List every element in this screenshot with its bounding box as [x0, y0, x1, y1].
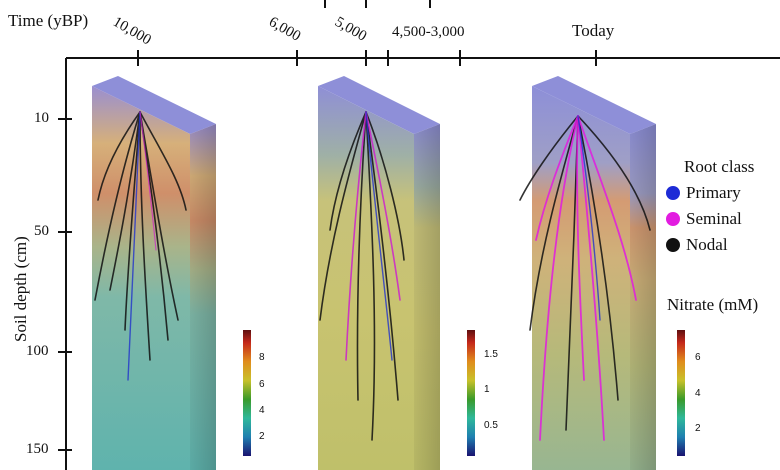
cbar1-tick-1: 6 — [259, 379, 265, 390]
cbar2-tick-1: 1 — [484, 384, 490, 395]
root-system-today — [519, 115, 651, 441]
cbar3-tick-1: 4 — [695, 388, 701, 399]
root-class-legend: Root class Primary Seminal Nodal — [666, 158, 754, 255]
legend-item-nodal: Nodal — [666, 235, 754, 255]
nitrate-colorbar-3 — [677, 330, 685, 456]
legend-marker-nodal — [666, 238, 680, 252]
legend-marker-seminal — [666, 212, 680, 226]
root-system-10000 — [94, 111, 187, 381]
depth-tick-label-3: 150 — [26, 441, 49, 457]
legend-item-primary: Primary — [666, 183, 754, 203]
soil-block-5000 — [318, 76, 440, 470]
time-tick-label-3: 4,500-3,000 — [392, 24, 465, 40]
root-system-5000 — [319, 111, 405, 441]
cbar1-tick-0: 8 — [259, 352, 265, 363]
legend-marker-primary — [666, 186, 680, 200]
depth-tick-label-0: 10 — [34, 110, 49, 126]
depth-tick-label-1: 50 — [34, 223, 49, 239]
soil-block-today — [532, 76, 656, 470]
nitrate-title: Nitrate (mM) — [667, 295, 759, 314]
legend-title: Root class — [684, 157, 755, 176]
cbar3-tick-0: 6 — [695, 352, 701, 363]
nitrate-colorbar-2 — [467, 330, 475, 456]
legend-label-seminal: Seminal — [686, 209, 742, 228]
cbar1-tick-3: 2 — [259, 431, 265, 442]
cbar3-tick-2: 2 — [695, 423, 701, 434]
legend-label-primary: Primary — [686, 183, 741, 202]
cbar2-tick-0: 1.5 — [484, 349, 498, 360]
time-tick-label-4: Today — [572, 21, 615, 40]
soil-block-10000 — [92, 76, 216, 470]
nitrate-colorbar-1 — [243, 330, 251, 456]
legend-label-nodal: Nodal — [686, 235, 728, 254]
cbar2-tick-2: 0.5 — [484, 420, 498, 431]
legend-item-seminal: Seminal — [666, 209, 754, 229]
cbar1-tick-2: 4 — [259, 405, 265, 416]
time-axis-title: Time (yBP) — [8, 11, 89, 30]
depth-tick-label-2: 100 — [26, 343, 49, 359]
